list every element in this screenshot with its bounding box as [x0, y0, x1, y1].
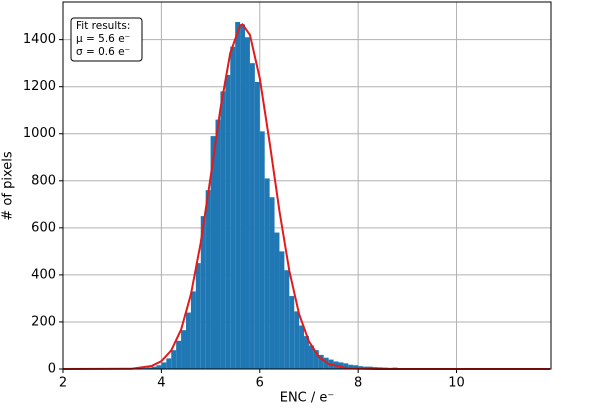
bar — [166, 358, 171, 369]
bar — [225, 75, 230, 369]
bar — [235, 22, 240, 369]
y-tick-label: 200 — [31, 314, 56, 329]
bar — [260, 131, 265, 369]
x-tick-label: 2 — [59, 376, 67, 391]
bar — [279, 251, 284, 369]
x-tick-label: 8 — [354, 376, 362, 391]
bar — [289, 296, 294, 369]
bar — [196, 263, 201, 369]
y-tick-label: 1000 — [23, 126, 56, 141]
annotation-text: μ = 5.6 e⁻ — [76, 33, 130, 45]
bar — [250, 63, 255, 369]
bar — [245, 37, 250, 369]
bar — [206, 190, 211, 369]
bar — [220, 91, 225, 369]
y-tick-label: 800 — [31, 173, 56, 188]
bar — [171, 350, 176, 369]
x-tick-label: 10 — [448, 376, 465, 391]
bar — [156, 365, 161, 369]
y-tick-label: 0 — [48, 362, 56, 377]
bar — [186, 313, 191, 369]
x-axis-label: ENC / e⁻ — [280, 391, 335, 406]
annotation-text: σ = 0.6 e⁻ — [76, 46, 130, 58]
bar — [275, 233, 280, 369]
bar — [284, 270, 289, 369]
y-tick-label: 1200 — [23, 79, 56, 94]
bar — [265, 178, 270, 369]
bar — [181, 330, 186, 369]
bar — [191, 291, 196, 369]
y-tick-label: 400 — [31, 267, 56, 282]
x-tick-label: 4 — [157, 376, 165, 391]
bar — [161, 362, 166, 369]
annotation-text: Fit results: — [76, 20, 130, 32]
y-tick-label: 600 — [31, 220, 56, 235]
bar — [299, 325, 304, 369]
bar — [294, 311, 299, 369]
bar — [240, 24, 245, 369]
bar — [270, 197, 275, 369]
bar — [255, 82, 260, 369]
y-axis-label: # of pixels — [1, 151, 16, 220]
bar — [176, 341, 181, 369]
bar — [230, 47, 235, 369]
bar — [216, 120, 221, 369]
x-tick-label: 6 — [256, 376, 264, 391]
y-tick-label: 1400 — [23, 32, 56, 47]
